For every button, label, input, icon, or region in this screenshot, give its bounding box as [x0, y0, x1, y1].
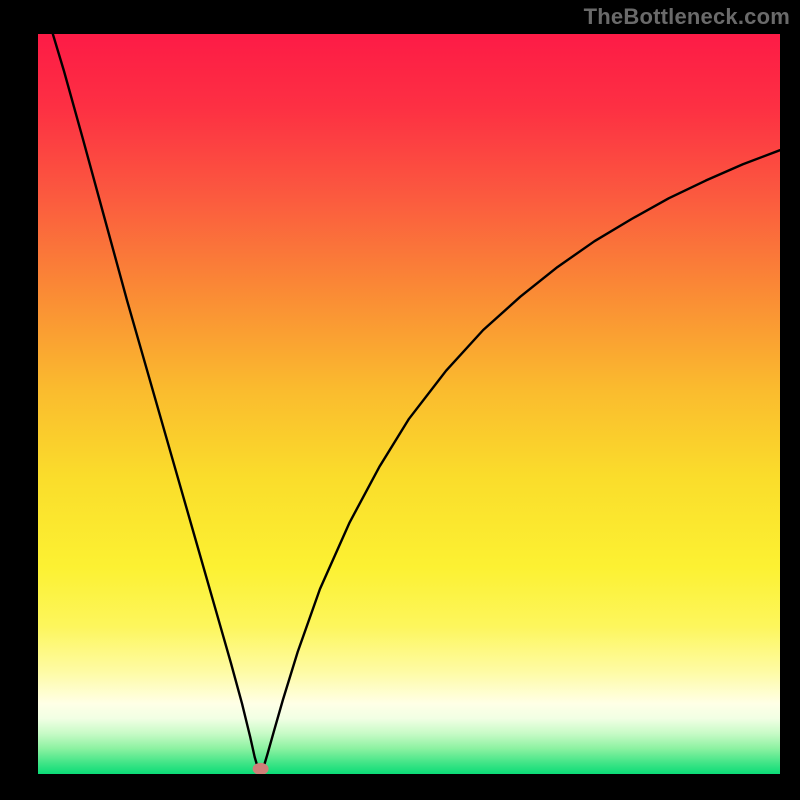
plot-svg: [38, 34, 780, 774]
plot-area: [38, 34, 780, 774]
gradient-background: [38, 34, 780, 774]
watermark-text: TheBottleneck.com: [584, 4, 790, 30]
chart-container: TheBottleneck.com: [0, 0, 800, 800]
